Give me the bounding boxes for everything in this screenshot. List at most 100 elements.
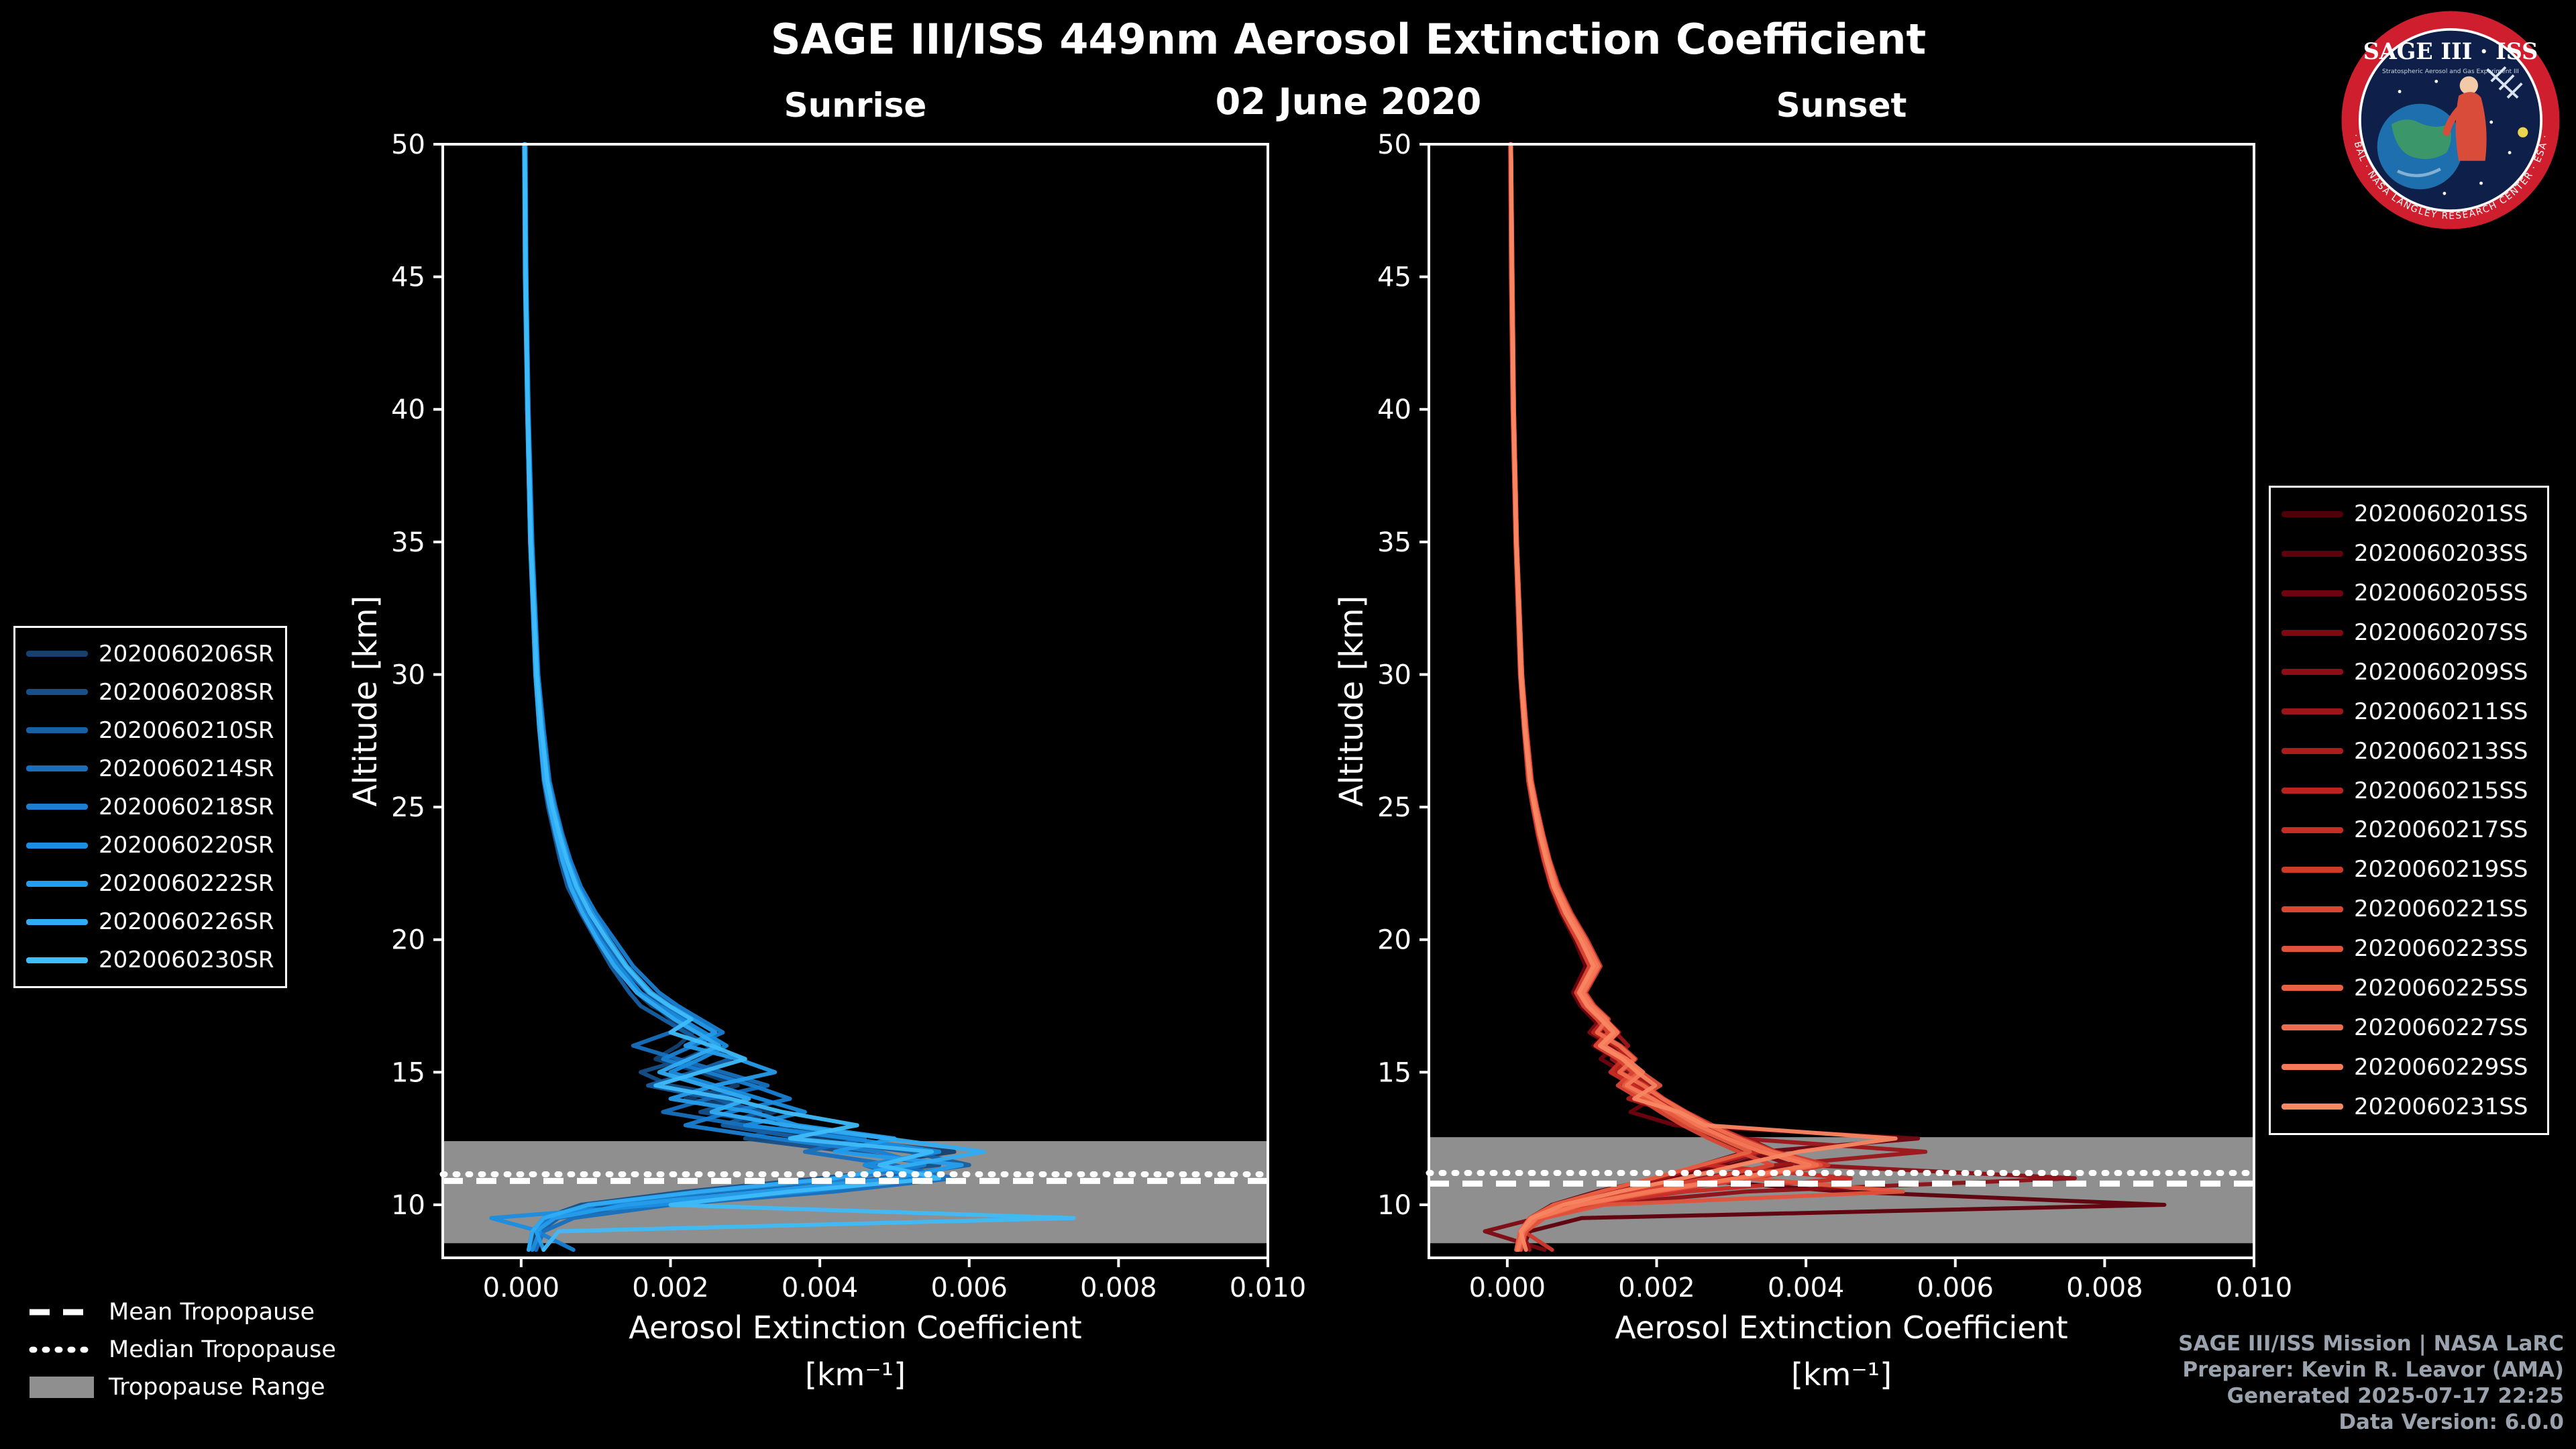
tropopause-range-label: Tropopause Range	[109, 1374, 325, 1401]
legend-swatch	[2282, 511, 2343, 517]
legend-item: 2020060213SS	[2282, 732, 2536, 771]
y-tick-label: 10	[1377, 1190, 1411, 1221]
y-tick-label: 20	[391, 925, 425, 956]
legend-item: 2020060218SR	[26, 788, 274, 826]
credits-block: SAGE III/ISS Mission | NASA LaRC Prepare…	[2178, 1331, 2564, 1436]
x-tick-label: 0.000	[1469, 1273, 1546, 1303]
x-axis-label-sunset: Aerosol Extinction Coefficient	[1615, 1309, 2068, 1346]
y-tick-label: 40	[391, 394, 425, 425]
legend-item: 2020060206SR	[26, 635, 274, 673]
legend-item-label: 2020060205SS	[2354, 580, 2528, 607]
median-tropopause-label: Median Tropopause	[109, 1336, 336, 1363]
median-tropopause-legend-item: Median Tropopause	[28, 1336, 336, 1363]
legend-item-label: 2020060231SS	[2354, 1093, 2528, 1120]
tropopause-range-band	[443, 1141, 1268, 1244]
legend-item: 2020060223SS	[2282, 929, 2536, 968]
legend-swatch	[26, 651, 88, 657]
legend-item-label: 2020060220SR	[99, 832, 274, 859]
credits-mission: SAGE III/ISS Mission | NASA LaRC	[2178, 1332, 2564, 1356]
legend-sunset: 2020060201SS 2020060203SS 2020060205SS 2020…	[2269, 486, 2549, 1135]
legend-item-label: 2020060213SS	[2354, 737, 2528, 765]
legend-swatch	[26, 918, 88, 925]
logo-subtitle: Stratospheric Aerosol and Gas Experiment…	[2382, 68, 2519, 75]
legend-item: 2020060225SS	[2282, 969, 2536, 1008]
legend-swatch	[2282, 629, 2343, 636]
y-tick-label: 35	[391, 527, 425, 558]
median-tropopause-swatch	[29, 1346, 95, 1353]
legend-item: 2020060214SR	[26, 749, 274, 788]
y-axis-label-sunset: Altitude [km]	[1333, 595, 1371, 807]
legend-swatch	[2282, 590, 2343, 596]
legend-item-label: 2020060230SR	[99, 947, 274, 974]
legend-swatch	[26, 880, 88, 887]
legend-swatch	[26, 957, 88, 963]
legend-item: 2020060220SR	[26, 826, 274, 865]
legend-item-label: 2020060218SR	[99, 793, 274, 820]
profile-line-2020060223SS	[1509, 142, 1905, 1252]
legend-item: 2020060215SS	[2282, 771, 2536, 810]
legend-item-label: 2020060214SR	[99, 755, 274, 782]
legend-item-label: 2020060227SS	[2354, 1014, 2528, 1041]
legend-item-label: 2020060207SS	[2354, 619, 2528, 647]
panel-title-sunset: Sunset	[1776, 86, 1907, 125]
legend-swatch	[26, 804, 88, 810]
profile-line-2020060219SS	[1509, 142, 1831, 1252]
profile-line-2020060227SS	[1509, 142, 1819, 1252]
logo-title: SAGE III · ISS	[2363, 38, 2538, 64]
credits-data-version: Data Version: 6.0.0	[2339, 1410, 2564, 1434]
legend-swatch	[2282, 945, 2343, 952]
y-tick-label: 50	[1377, 129, 1411, 160]
legend-item: 2020060203SS	[2282, 534, 2536, 573]
y-tick-label: 45	[1377, 262, 1411, 293]
credits-preparer: Preparer: Kevin R. Leavor (AMA)	[2182, 1358, 2564, 1382]
x-tick-label: 0.004	[1768, 1273, 1845, 1303]
y-tick-label: 25	[1377, 792, 1411, 823]
legend-item-label: 2020060211SS	[2354, 698, 2528, 725]
legend-swatch	[2282, 1064, 2343, 1071]
legend-item: 2020060209SS	[2282, 653, 2536, 692]
x-tick-label: 0.006	[930, 1273, 1008, 1303]
legend-item-label: 2020060206SR	[99, 640, 274, 667]
x-tick-label: 0.010	[2216, 1273, 2293, 1303]
legend-swatch	[26, 727, 88, 734]
plot-border	[1428, 143, 2255, 1259]
y-tick-label: 20	[1377, 925, 1411, 956]
legend-item: 2020060229SS	[2282, 1048, 2536, 1087]
legend-item-label: 2020060226SR	[99, 908, 274, 936]
legend-item: 2020060201SS	[2282, 494, 2536, 533]
legend-swatch	[2282, 985, 2343, 991]
profile-line-2020060217SS	[1509, 142, 1853, 1252]
x-tick-label: 0.004	[782, 1273, 859, 1303]
logo-earth	[2377, 103, 2463, 190]
y-tick-label: 45	[391, 262, 425, 293]
legend-swatch	[2282, 748, 2343, 755]
legend-item: 2020060226SR	[26, 903, 274, 941]
mean-tropopause-legend-item: Mean Tropopause	[28, 1299, 336, 1326]
x-tick-label: 0.002	[1618, 1273, 1695, 1303]
legend-swatch	[26, 765, 88, 772]
legend-swatch	[2282, 866, 2343, 873]
legend-swatch	[2282, 788, 2343, 794]
tropopause-legend: Mean Tropopause Median Tropopause Tropop…	[28, 1299, 336, 1401]
legend-item-label: 2020060217SS	[2354, 816, 2528, 844]
legend-item-label: 2020060225SS	[2354, 974, 2528, 1002]
y-tick-label: 10	[391, 1190, 425, 1221]
legend-swatch	[2282, 708, 2343, 715]
legend-item: 2020060230SR	[26, 941, 274, 979]
legend-item-label: 2020060222SR	[99, 870, 274, 898]
legend-swatch	[2282, 1024, 2343, 1031]
logo-moon	[2518, 127, 2528, 138]
legend-item-label: 2020060201SS	[2354, 500, 2528, 528]
y-tick-label: 25	[391, 792, 425, 823]
panel-title-sunrise: Sunrise	[784, 86, 927, 125]
legend-item: 2020060208SR	[26, 673, 274, 711]
mean-tropopause-label: Mean Tropopause	[109, 1299, 315, 1326]
legend-item-label: 2020060219SS	[2354, 856, 2528, 883]
plot-border	[441, 143, 1269, 1259]
legend-swatch	[2282, 669, 2343, 676]
x-tick-label: 0.010	[1230, 1273, 1307, 1303]
legend-swatch	[2282, 550, 2343, 557]
legend-item-label: 2020060229SS	[2354, 1053, 2528, 1081]
legend-sunrise: 2020060206SR 2020060208SR 2020060210SR 2020…	[13, 626, 287, 988]
profile-line-2020060214SR	[523, 142, 957, 1252]
